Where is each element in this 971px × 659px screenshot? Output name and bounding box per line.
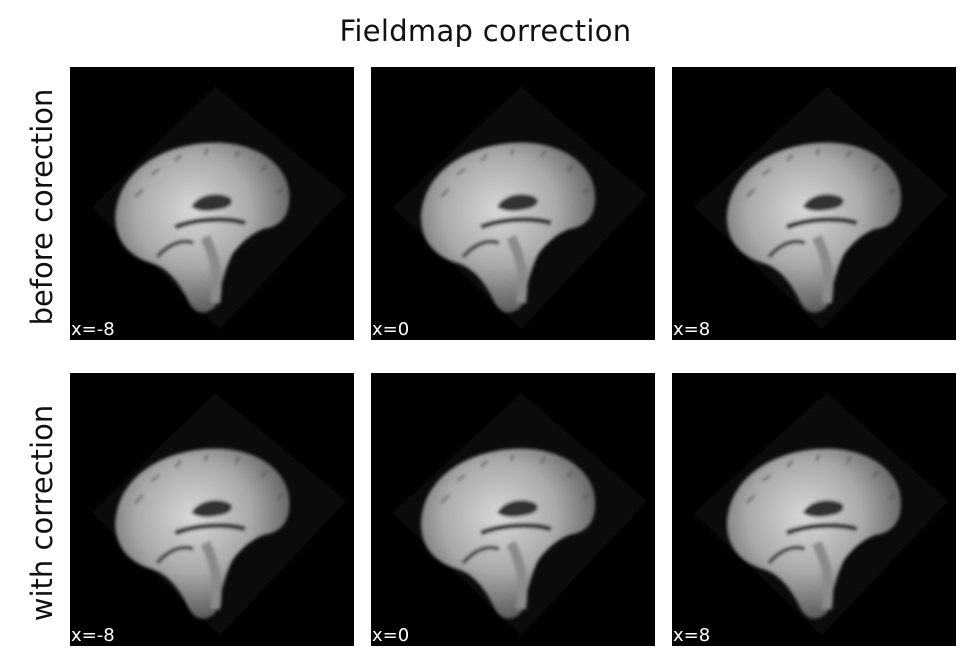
slice-coordinate-label: x=-8 — [70, 319, 119, 340]
mri-panel-before-x-0: x=0 — [371, 67, 655, 340]
brain-slice-image — [694, 87, 948, 329]
slice-coordinate-label: x=8 — [672, 319, 715, 340]
slice-coordinate-label: x=0 — [371, 319, 414, 340]
brain-slice-image — [92, 393, 346, 635]
mri-panel-before-x-8: x=8 — [672, 67, 956, 340]
figure-title: Fieldmap correction — [339, 14, 632, 48]
slice-coordinate-label: x=-8 — [70, 625, 119, 646]
mri-panel-with-x-minus-8: x=-8 — [70, 373, 354, 646]
brain-slice-image — [393, 393, 647, 635]
slice-coordinate-label: x=0 — [371, 625, 414, 646]
mri-panel-with-x-8: x=8 — [672, 373, 956, 646]
mri-panel-with-x-0: x=0 — [371, 373, 655, 646]
slice-coordinate-label: x=8 — [672, 625, 715, 646]
mri-panel-before-x-minus-8: x=-8 — [70, 67, 354, 340]
row-label-with: with correction — [25, 404, 59, 622]
brain-slice-image — [92, 87, 346, 329]
row-label-before: before corection — [25, 88, 59, 326]
brain-slice-image — [694, 393, 948, 635]
brain-slice-image — [393, 87, 647, 329]
